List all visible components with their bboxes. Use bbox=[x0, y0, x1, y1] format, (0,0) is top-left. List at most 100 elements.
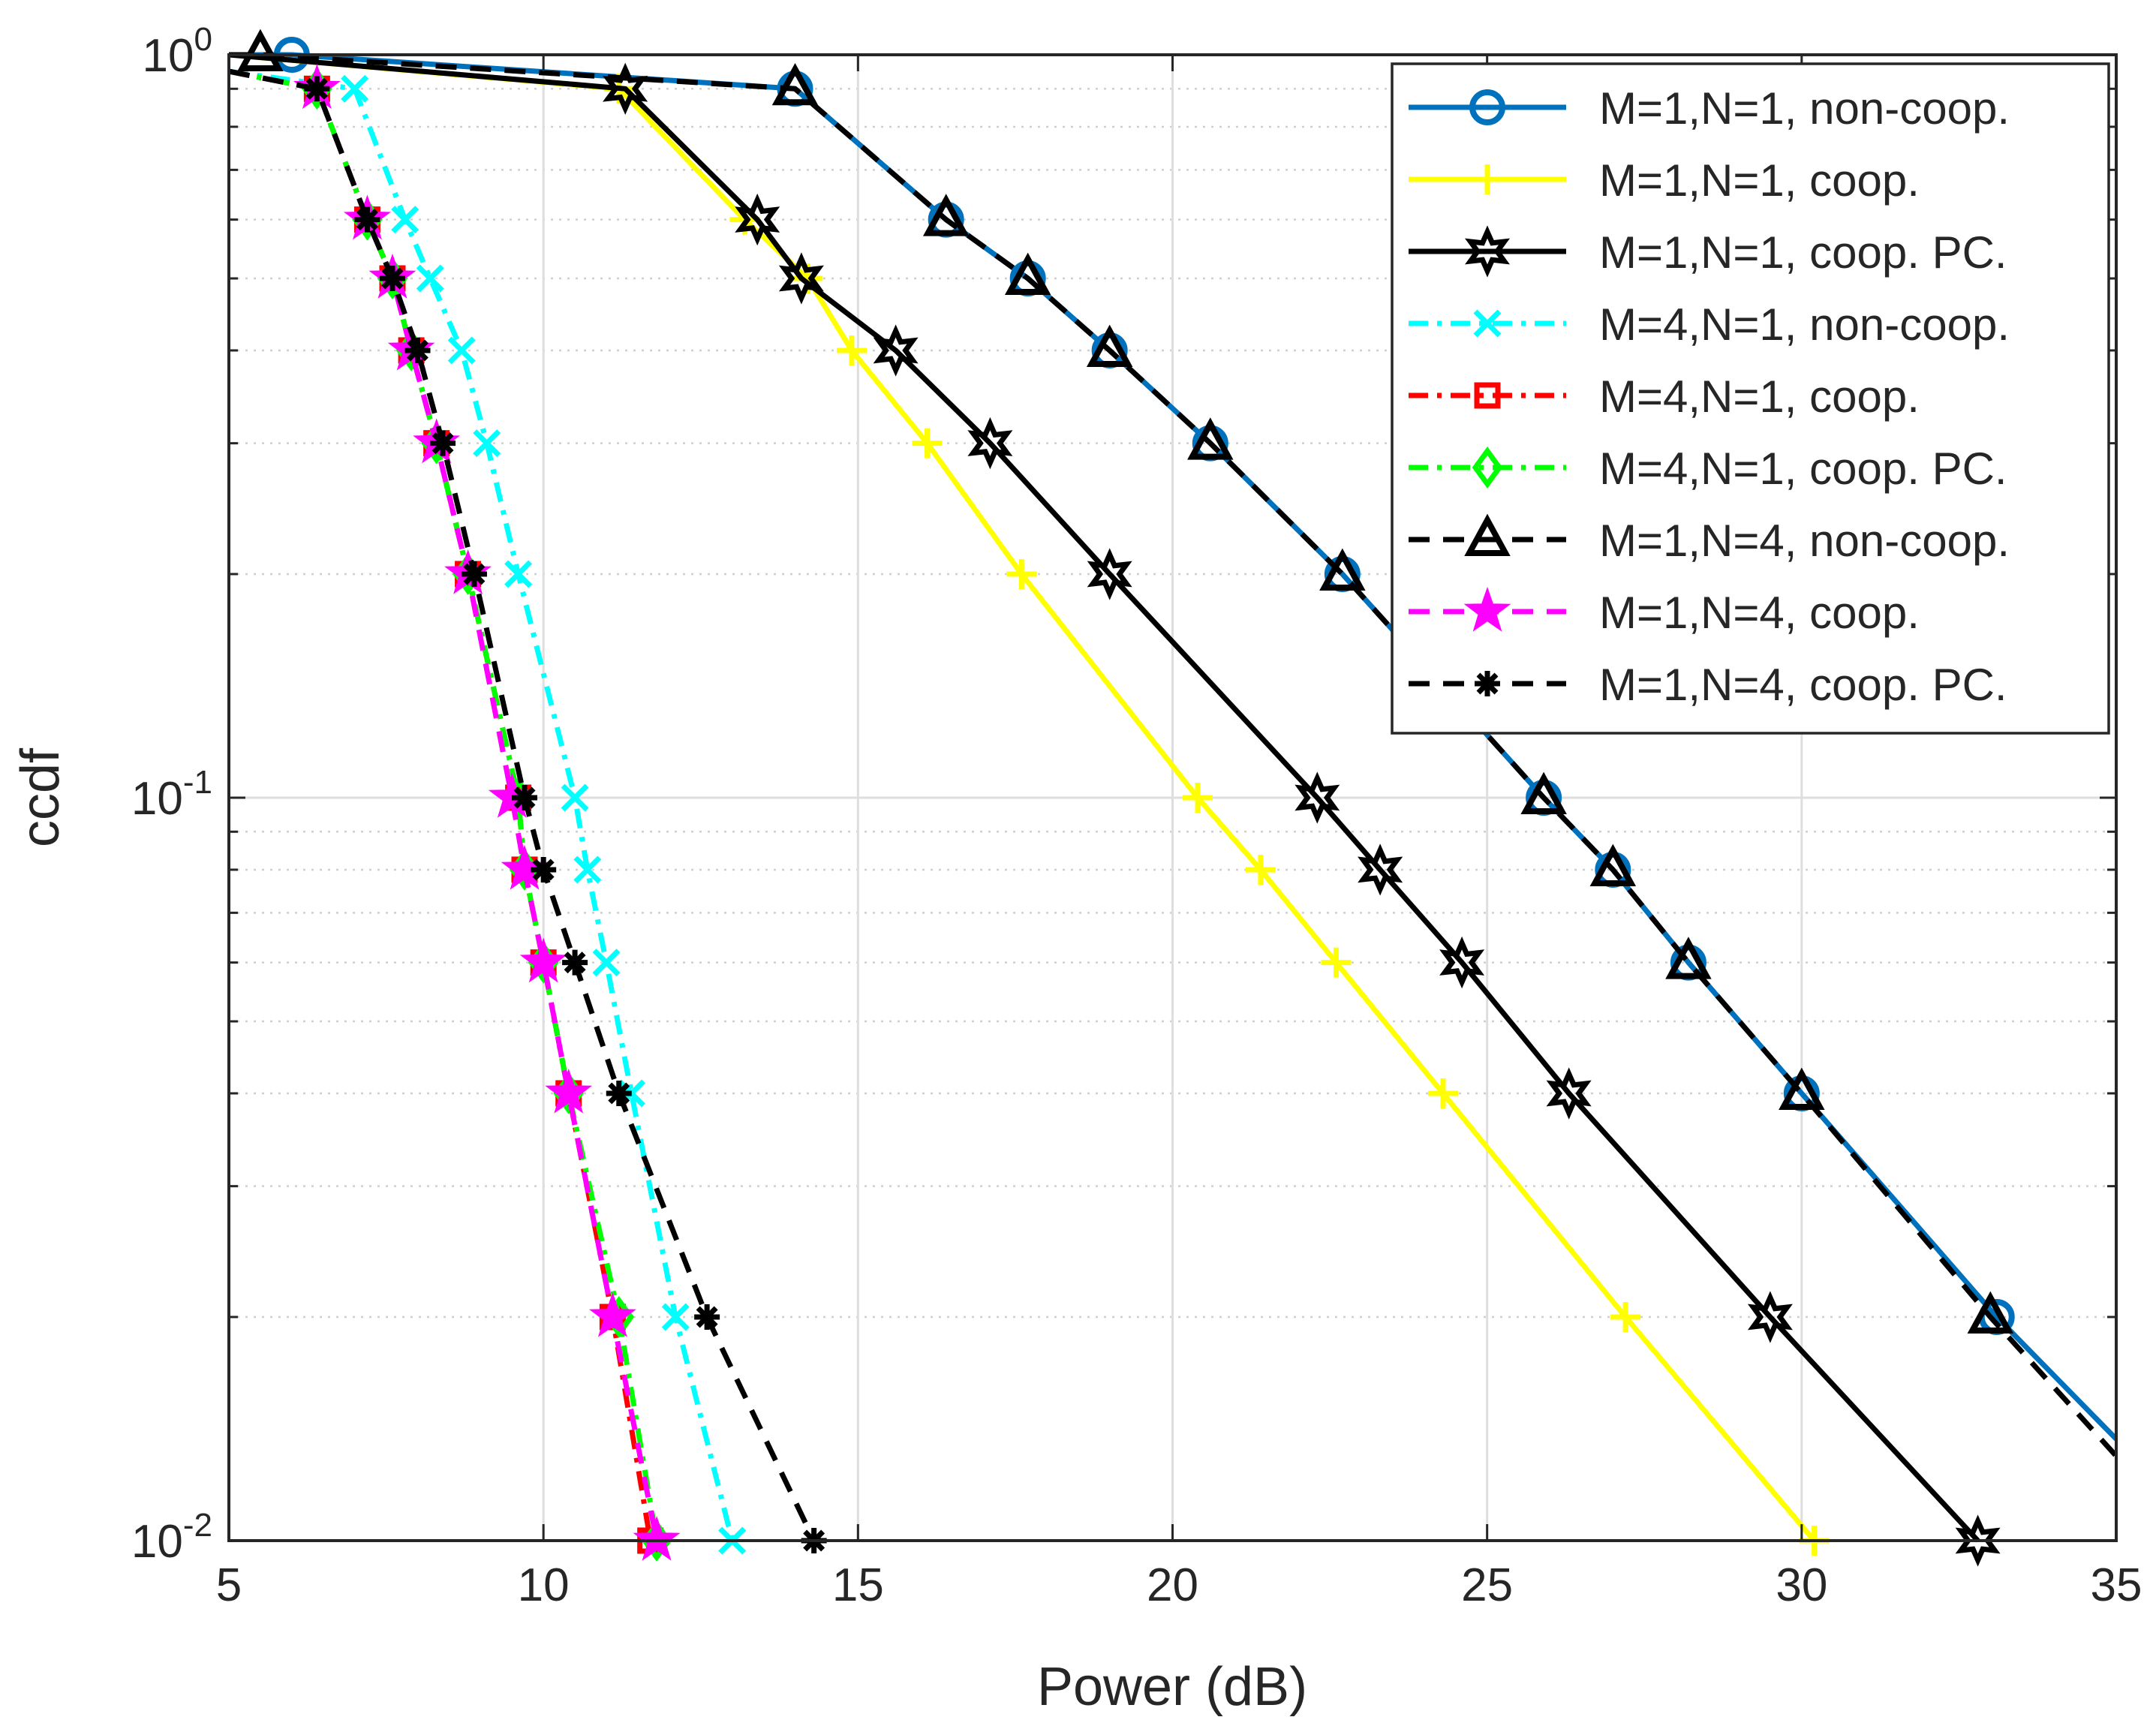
data-point bbox=[304, 76, 330, 102]
legend-swatch-marker bbox=[1463, 586, 1511, 632]
data-point bbox=[912, 428, 943, 459]
data-point bbox=[633, 1515, 681, 1561]
legend-label: M=1,N=1, coop. bbox=[1599, 155, 1920, 206]
legend: M=1,N=1, non-coop. M=1,N=1, coop. M=1,N=1,… bbox=[1391, 62, 2110, 735]
data-point bbox=[447, 336, 476, 365]
data-point bbox=[391, 206, 419, 234]
x-tick-label: 15 bbox=[832, 1559, 884, 1611]
ticks: 5 10 15 20 25 30 35 100 10-1 10-2 bbox=[131, 21, 2142, 1611]
series-7 bbox=[229, 29, 2116, 1458]
data-point bbox=[1610, 1301, 1641, 1332]
legend-box bbox=[1391, 62, 2110, 735]
data-point bbox=[1747, 1291, 1793, 1343]
legend-swatch-marker bbox=[1469, 89, 1505, 125]
data-point bbox=[416, 264, 444, 293]
x-tick-label: 30 bbox=[1776, 1559, 1827, 1611]
y-tick-label: 10-1 bbox=[131, 764, 212, 825]
data-point bbox=[404, 337, 431, 363]
data-point bbox=[1321, 947, 1352, 978]
data-point bbox=[1779, 1067, 1825, 1110]
y-axis-label: ccdf bbox=[11, 747, 71, 847]
data-point bbox=[1245, 854, 1276, 885]
data-point bbox=[661, 1303, 690, 1331]
data-point bbox=[606, 1080, 632, 1106]
data-point bbox=[1086, 324, 1133, 367]
data-point bbox=[1006, 558, 1037, 589]
data-point bbox=[501, 844, 549, 890]
data-point bbox=[589, 1291, 636, 1337]
x-tick-label: 10 bbox=[518, 1559, 570, 1611]
data-point bbox=[561, 783, 589, 812]
data-point bbox=[836, 335, 867, 365]
legend-label: M=1,N=4, coop. PC. bbox=[1599, 660, 2007, 710]
data-point bbox=[1319, 548, 1366, 591]
data-point bbox=[771, 62, 819, 106]
legend-entry: M=4,N=1, coop. PC. bbox=[1409, 444, 2007, 494]
legend-label: M=1,N=4, non-coop. bbox=[1599, 516, 2010, 566]
data-point bbox=[519, 937, 567, 983]
data-point bbox=[341, 74, 369, 103]
legend-entry: M=4,N=1, coop. bbox=[1409, 371, 1920, 422]
data-point bbox=[1427, 1078, 1458, 1108]
legend-swatch-marker bbox=[1474, 382, 1501, 409]
data-point bbox=[461, 561, 487, 587]
data-point bbox=[592, 949, 621, 977]
legend-entry: M=1,N=4, coop. PC. bbox=[1409, 660, 2007, 710]
legend-swatch-marker bbox=[1473, 309, 1502, 338]
data-point bbox=[1520, 771, 1567, 814]
legend-entry: M=1,N=1, non-coop. bbox=[1409, 83, 2010, 134]
data-point bbox=[379, 266, 405, 292]
data-point bbox=[735, 193, 780, 246]
data-point bbox=[562, 949, 588, 976]
legend-entry: M=1,N=4, coop. bbox=[1409, 586, 1920, 638]
legend-entry: M=1,N=1, coop. bbox=[1409, 155, 1920, 206]
legend-swatch-marker bbox=[1472, 164, 1502, 194]
data-point bbox=[1183, 783, 1213, 813]
x-tick-label: 20 bbox=[1147, 1559, 1198, 1611]
data-point bbox=[694, 1304, 720, 1330]
legend-swatch-marker bbox=[1465, 225, 1510, 278]
data-point bbox=[237, 29, 284, 71]
data-point bbox=[1358, 843, 1403, 896]
legend-entry: M=4,N=1, non-coop. bbox=[1409, 299, 2010, 350]
data-point bbox=[1004, 252, 1051, 296]
x-tick-label: 5 bbox=[216, 1559, 242, 1611]
data-point bbox=[967, 416, 1013, 470]
legend-swatch-marker bbox=[1475, 671, 1500, 696]
y-tick-label: 10-2 bbox=[131, 1507, 212, 1568]
data-point bbox=[430, 430, 456, 456]
data-point bbox=[545, 1068, 593, 1114]
legend-label: M=1,N=4, coop. bbox=[1599, 588, 1920, 638]
series-line bbox=[229, 52, 2116, 1458]
x-tick-label: 25 bbox=[1461, 1559, 1513, 1611]
series-3 bbox=[229, 52, 2001, 1567]
data-point bbox=[1589, 843, 1637, 886]
data-point bbox=[354, 206, 380, 233]
y-tick-label: 100 bbox=[143, 21, 212, 82]
data-point bbox=[1439, 936, 1485, 989]
data-point bbox=[573, 855, 602, 884]
legend-label: M=4,N=1, coop. bbox=[1599, 371, 1920, 422]
data-point bbox=[1955, 1514, 2001, 1567]
data-point bbox=[1187, 417, 1234, 460]
data-point bbox=[531, 856, 557, 883]
data-point bbox=[1087, 548, 1132, 600]
data-point bbox=[1546, 1067, 1592, 1120]
data-point bbox=[922, 194, 970, 236]
data-point bbox=[1295, 771, 1340, 824]
legend-entry: M=1,N=4, non-coop. bbox=[1409, 513, 2010, 566]
legend-label: M=1,N=1, coop. PC. bbox=[1599, 227, 2007, 278]
data-point bbox=[1967, 1291, 2014, 1334]
legend-swatch-marker bbox=[1464, 513, 1511, 556]
data-point bbox=[504, 560, 533, 588]
legend-swatch-marker bbox=[1472, 447, 1503, 489]
x-tick-label: 35 bbox=[2091, 1559, 2142, 1611]
legend-label: M=4,N=1, non-coop. bbox=[1599, 299, 2010, 350]
data-point bbox=[512, 785, 538, 810]
legend-label: M=4,N=1, coop. PC. bbox=[1599, 444, 2007, 494]
data-point bbox=[473, 429, 501, 458]
series-line bbox=[229, 52, 1980, 1543]
data-point bbox=[1665, 937, 1712, 979]
x-axis-label: Power (dB) bbox=[1037, 1657, 1307, 1717]
